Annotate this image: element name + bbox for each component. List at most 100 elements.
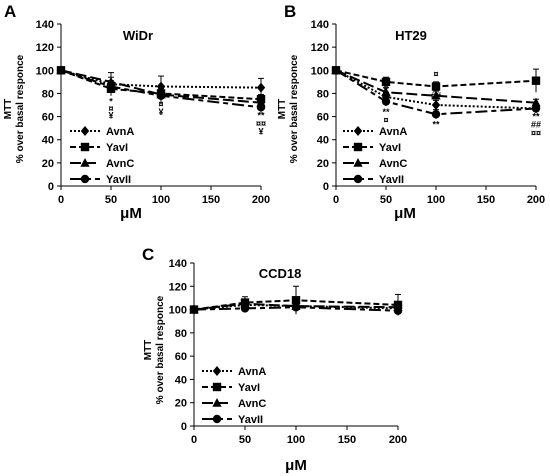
panel-b-y-tick-label: 0 (323, 181, 329, 193)
panel-a-legend-label: AvnC (106, 158, 134, 170)
panel-b-y-tick-label: 20 (317, 158, 329, 170)
panel-a-letter: A (4, 2, 16, 21)
panel-a-legend-swatch-marker (80, 174, 90, 184)
panel-a-significance-mark: ¥ (258, 127, 263, 137)
panel-c-y-tick-label: 20 (175, 398, 187, 410)
panel-a-legend-swatch-marker (80, 125, 90, 137)
panel-a-legend-swatch-marker (80, 142, 90, 152)
panel-a-series-avna-line (60, 69, 262, 89)
panel-c-legend-item-avna: AvnA (202, 365, 266, 378)
panel-c-x-tick-label: 200 (389, 434, 407, 446)
panel-c-series-yavi-marker (291, 296, 301, 305)
panel-c-title: CCD18 (259, 266, 302, 281)
panel-b-series-avna-line (335, 69, 537, 110)
panel-b-legend-item-yavi: YavI (343, 142, 401, 154)
panel-b-series-avnc-marker (381, 87, 391, 97)
panel-c-y-tick-label: 140 (169, 258, 187, 270)
panel-b-x-tick-label: 0 (333, 194, 339, 206)
panel-b-y-tick-label: 60 (317, 112, 329, 124)
panel-c-legend-swatch-marker (212, 382, 222, 392)
panel-b-x-tick-label: 150 (477, 194, 495, 206)
panel-a-y-tick-label: 0 (48, 181, 54, 193)
panel-c-series-yavi-line (193, 299, 399, 311)
panel-a-y-axis-label: MTT (3, 99, 14, 120)
panel-a-series-avna-marker (256, 82, 266, 93)
panel-b-x-tick-label: 200 (527, 194, 545, 206)
panel-b-y-axis-label: MTT (277, 99, 288, 120)
panel-b-y-tick-label: 100 (311, 65, 329, 77)
panel-a-legend-swatch-marker (80, 157, 90, 167)
panel-b-legend-swatch-marker (353, 174, 363, 184)
panel-b-series-yavii-marker (431, 110, 441, 119)
panel-b-significance-mark: ¤ (433, 69, 438, 79)
panel-c-y-axis-label: MTT (143, 340, 154, 361)
panel-b-series-avnc-line (335, 69, 537, 104)
panel-a-series-yavii-marker (106, 82, 116, 91)
panel-a-legend-label: AvnA (106, 126, 134, 138)
panel-b-series-yavii-line (335, 69, 537, 116)
panel-c-y-tick-label: 0 (181, 421, 187, 433)
panel-c-legend-label: AvnA (238, 366, 266, 378)
panel-c-letter: C (142, 245, 154, 264)
panel-b-y-axis-label-secondary: % over basal responce (289, 54, 300, 163)
panel-c-legend-item-yavi: YavI (202, 382, 260, 394)
panel-c-legend-swatch-marker (212, 414, 222, 424)
panel-a-y-tick-label: 120 (36, 42, 54, 54)
panel-b-legend-label: AvnC (379, 158, 407, 170)
panel-b: B HT29 μM MTT % over basal responce 0 20 4… (277, 2, 545, 222)
panel-c-y-tick-label: 40 (175, 374, 187, 386)
panel-a-title: WiDr (123, 28, 153, 43)
panel-b-legend-item-avnc: AvnC (343, 157, 407, 170)
panel-a-significance-mark: ** (257, 110, 265, 120)
panel-b-series-yavi-line (335, 69, 537, 88)
panel-b-significance-mark: ** (532, 112, 540, 122)
panel-b-legend-swatch-marker (353, 157, 363, 167)
panel-c-plot: 0 20 40 60 80 100 120 140 0 50 100 150 200 AvnA YavI Av… (169, 258, 408, 446)
panel-b-y-tick-label: 80 (317, 88, 329, 100)
panel-b-letter: B (284, 2, 296, 21)
panel-a-significance-mark: ¥ (158, 107, 163, 117)
panel-c-x-tick-label: 0 (191, 434, 197, 446)
panel-b-series-yavi-marker (531, 76, 541, 85)
panel-a-legend-item-yavii: YavII (70, 174, 131, 186)
panel-c-series-avnc-line (193, 302, 399, 311)
panel-a-legend-label: YavI (106, 142, 128, 154)
panel-c-legend-swatch-marker (212, 365, 222, 377)
panel-a-y-axis-label-secondary: % over basal responce (15, 54, 26, 163)
panel-c-x-tick-label: 50 (239, 434, 251, 446)
panel-c-y-axis-label-secondary: % over basal responce (155, 295, 166, 404)
panel-b-x-tick-label: 100 (427, 194, 445, 206)
panel-c-y-tick-label: 80 (175, 328, 187, 340)
panel-b-significance-mark: ## (431, 91, 441, 101)
panel-a-significance-mark: ¤ (108, 103, 113, 113)
panel-b-y-tick-label: 120 (311, 42, 329, 54)
panel-a-y-tick-label: 140 (36, 19, 54, 31)
panel-b-series-avnc-marker (431, 90, 441, 100)
panel-b-y-tick-label: 40 (317, 135, 329, 147)
panel-b-title: HT29 (395, 28, 427, 43)
panel-c-legend-item-avnc: AvnC (202, 397, 266, 410)
panel-a-x-tick-label: 0 (58, 194, 64, 206)
panel-a-significance-mark: * (109, 97, 113, 107)
panel-b-legend-label: YavII (379, 174, 404, 186)
panel-a-series-yavii (56, 66, 266, 114)
panel-c: C CCD18 μM MTT % over basal responce 0 20… (142, 245, 407, 474)
panel-a-x-tick-label: 200 (252, 194, 270, 206)
panel-b-series-yavii (331, 66, 541, 119)
panel-b-legend-swatch-marker (353, 142, 363, 152)
panel-a-significance-mark: ¤¤ (256, 119, 266, 129)
panel-a-x-tick-label: 150 (202, 194, 220, 206)
panel-b-legend-label: YavI (379, 142, 401, 154)
panel-c-legend-label: YavII (238, 414, 263, 426)
panel-c-legend-swatch-marker (212, 397, 222, 407)
panel-c-y-tick-label: 120 (169, 281, 187, 293)
panel-b-legend-label: AvnA (379, 126, 407, 138)
panel-b-significance-mark: ** (432, 120, 440, 130)
panel-a-series-yavi-line (60, 69, 262, 101)
panel-c-x-tick-label: 150 (338, 434, 356, 446)
panel-a-legend-item-avnc: AvnC (70, 157, 134, 170)
panel-b-legend-swatch-marker (353, 125, 363, 137)
